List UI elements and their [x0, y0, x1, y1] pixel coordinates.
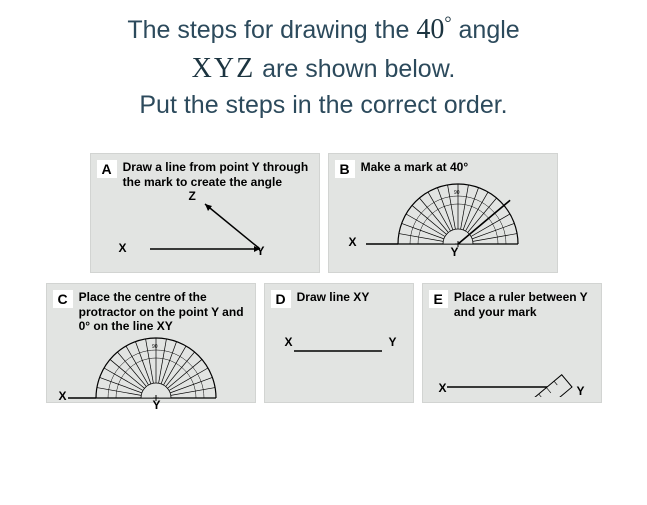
protractor-90-label: 90 — [454, 190, 460, 196]
label-y: Y — [389, 335, 397, 349]
protractor-mark-icon: 90 — [348, 176, 538, 256]
card-c-header: C Place the centre of the protractor on … — [53, 290, 249, 333]
line-xy-icon — [274, 316, 404, 376]
protractor-place-icon: 90 — [56, 332, 246, 410]
angle-value: 40 — [416, 14, 444, 45]
card-e-header: E Place a ruler between Y and your mark — [429, 290, 595, 319]
instruction-text: The steps for drawing the 40° angle XYZ … — [20, 10, 627, 123]
card-d-title: Draw line XY — [297, 290, 370, 304]
label-z: Z — [189, 189, 196, 203]
label-x: X — [285, 335, 293, 349]
card-c-letter: C — [53, 290, 73, 308]
card-e-body: X Y — [429, 319, 595, 394]
degree-symbol: ° — [444, 13, 451, 33]
page-root: The steps for drawing the 40° angle XYZ … — [0, 0, 647, 505]
card-d-body: X Y — [271, 308, 407, 383]
angle-name: XYZ — [192, 53, 256, 84]
card-e-letter: E — [429, 290, 448, 308]
row-2: C Place the centre of the protractor on … — [44, 283, 604, 403]
card-d[interactable]: D Draw line XY X Y — [264, 283, 414, 403]
card-e-title: Place a ruler between Y and your mark — [454, 290, 595, 319]
card-b[interactable]: B Make a mark at 40° — [328, 153, 558, 273]
card-d-letter: D — [271, 290, 291, 308]
intro-line2-post: are shown below. — [255, 55, 455, 83]
label-x: X — [349, 235, 357, 249]
card-c-title: Place the centre of the protractor on th… — [79, 290, 249, 333]
card-e[interactable]: E Place a ruler between Y and your mark — [422, 283, 602, 403]
intro-line3: Put the steps in the correct order. — [139, 91, 507, 119]
card-a-body: X Y Z — [97, 189, 313, 264]
intro-line1-post: angle — [452, 16, 520, 44]
row-1: A Draw a line from point Y through the m… — [44, 153, 604, 273]
label-y: Y — [257, 244, 265, 258]
card-a-letter: A — [97, 160, 117, 178]
card-a-header: A Draw a line from point Y through the m… — [97, 160, 313, 189]
ruler-place-icon — [432, 317, 592, 397]
card-a-title: Draw a line from point Y through the mar… — [123, 160, 313, 189]
card-c[interactable]: C Place the centre of the protractor on … — [46, 283, 256, 403]
card-b-title: Make a mark at 40° — [361, 160, 469, 174]
label-y: Y — [577, 384, 585, 398]
intro-line1-pre: The steps for drawing the — [127, 16, 416, 44]
label-y: Y — [153, 398, 161, 412]
protractor-90-label: 90 — [152, 344, 158, 350]
cards-container: A Draw a line from point Y through the m… — [44, 153, 604, 403]
card-b-body: 90 X Y — [335, 178, 551, 253]
label-y: Y — [451, 245, 459, 259]
label-x: X — [59, 389, 67, 403]
card-d-header: D Draw line XY — [271, 290, 407, 308]
label-x: X — [439, 381, 447, 395]
card-c-body: 90 X Y — [53, 334, 249, 409]
label-x: X — [119, 241, 127, 255]
card-a[interactable]: A Draw a line from point Y through the m… — [90, 153, 320, 273]
